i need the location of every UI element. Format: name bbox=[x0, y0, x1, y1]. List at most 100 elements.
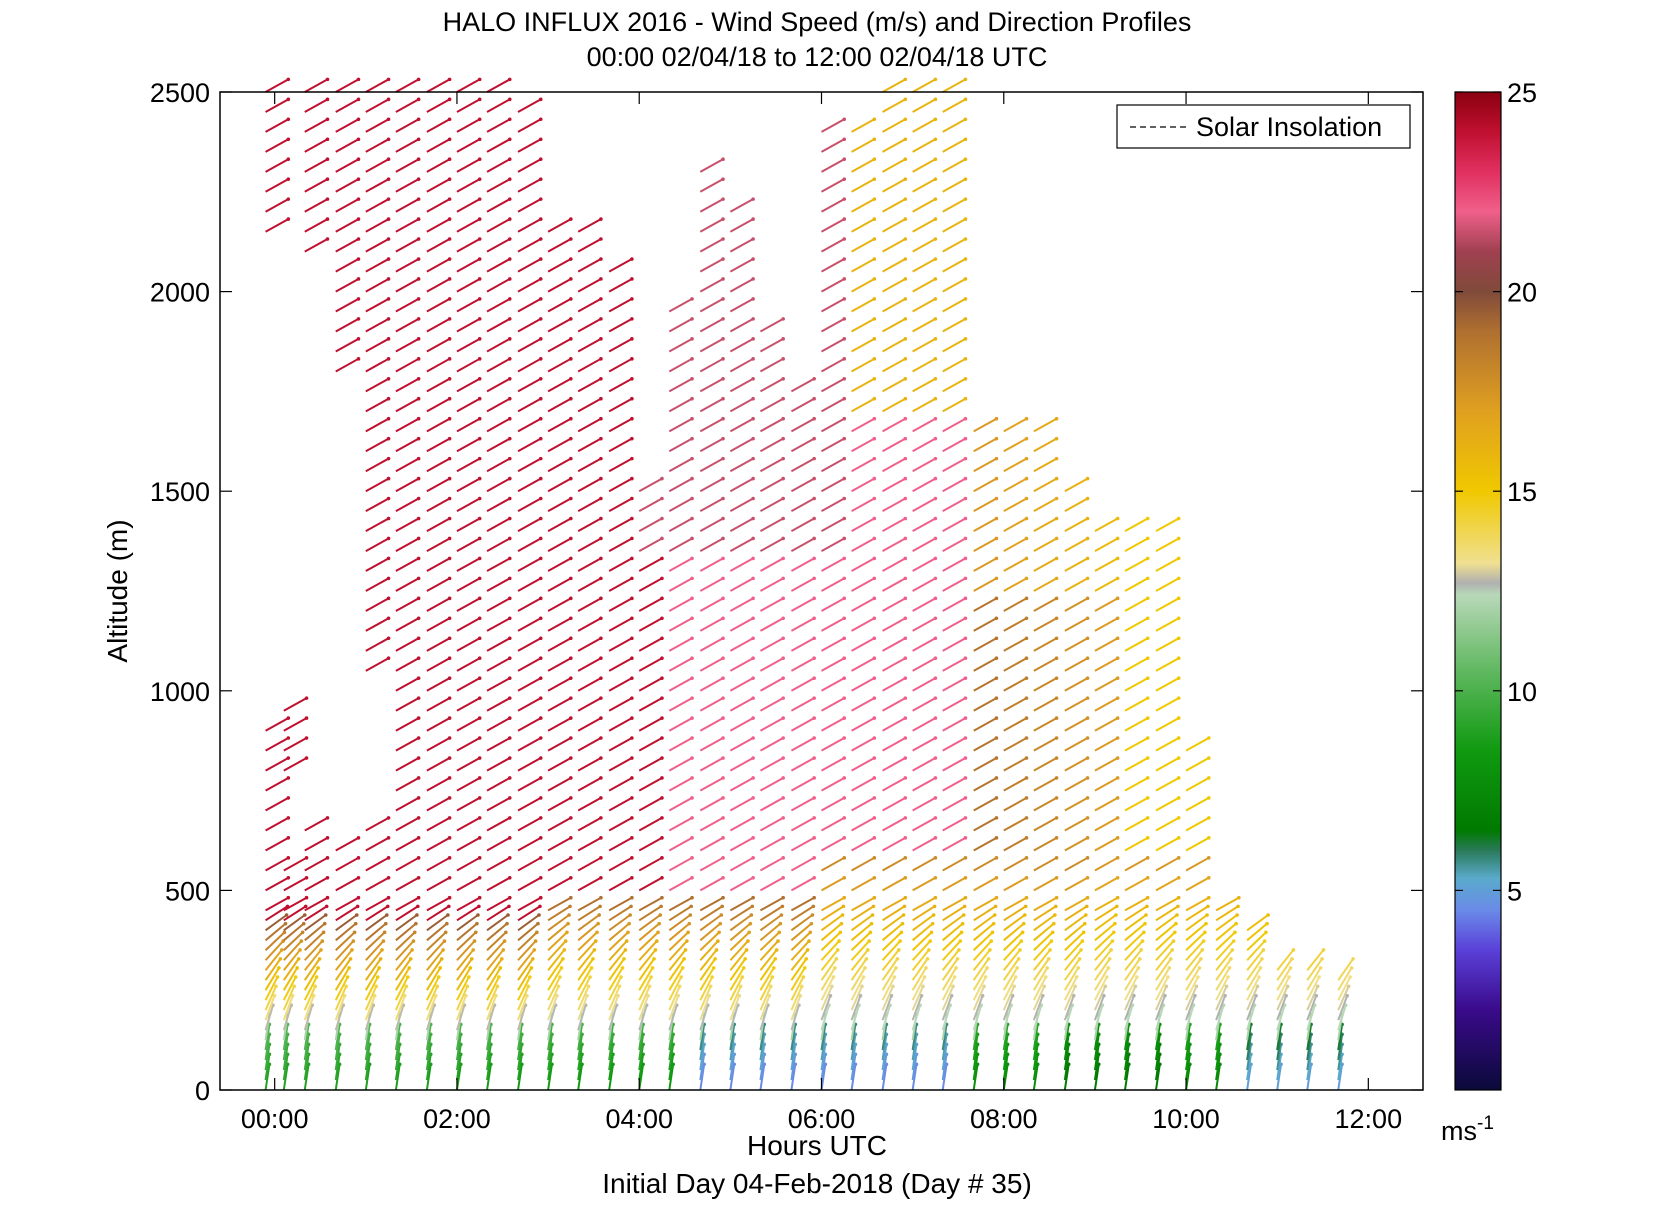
wind-barb-shaft bbox=[425, 1064, 432, 1091]
wind-barb-head bbox=[538, 796, 543, 800]
wind-barb bbox=[426, 197, 452, 213]
wind-barb bbox=[456, 357, 482, 373]
wind-barb bbox=[1033, 816, 1059, 832]
wind-barb-head bbox=[721, 556, 725, 561]
wind-barb-shaft bbox=[264, 914, 288, 932]
wind-barb bbox=[851, 816, 877, 832]
wind-barb-shaft bbox=[882, 298, 906, 313]
wind-barb-head bbox=[304, 875, 309, 880]
wind-barb-head bbox=[1115, 636, 1120, 641]
wind-barb-head bbox=[405, 975, 410, 979]
wind-barb bbox=[821, 656, 847, 672]
wind-barb-shaft bbox=[942, 278, 966, 293]
wind-barb-head bbox=[356, 97, 361, 102]
wind-barb-shaft bbox=[759, 797, 784, 812]
wind-barb-head bbox=[416, 616, 421, 621]
wind-barb-head bbox=[872, 117, 877, 122]
wind-barb-head bbox=[1288, 966, 1293, 970]
wind-barb-shaft bbox=[882, 876, 906, 892]
wind-barb-head bbox=[507, 596, 512, 601]
wind-barb-head bbox=[751, 856, 755, 860]
wind-barb-head bbox=[386, 237, 391, 241]
wind-barb-head bbox=[776, 939, 780, 943]
wind-barb-shaft bbox=[335, 905, 359, 922]
wind-barb bbox=[821, 716, 847, 732]
wind-barb-head bbox=[344, 984, 348, 989]
wind-barb-head bbox=[781, 716, 785, 720]
wind-barb-shaft bbox=[395, 138, 420, 153]
wind-barb bbox=[1002, 966, 1019, 991]
wind-barb-shaft bbox=[425, 1004, 436, 1031]
wind-barb-head bbox=[477, 177, 482, 181]
wind-barb-shaft bbox=[1215, 1004, 1225, 1031]
wind-barb bbox=[426, 556, 452, 572]
wind-barb-head bbox=[1115, 536, 1120, 541]
wind-barb-head bbox=[927, 948, 931, 952]
wind-barb-shaft bbox=[973, 914, 996, 932]
wind-barb-shaft bbox=[282, 1064, 289, 1091]
wind-barb-shaft bbox=[282, 1054, 289, 1081]
wind-barb bbox=[912, 177, 938, 193]
wind-barb-head bbox=[1085, 516, 1090, 521]
wind-barb bbox=[759, 736, 785, 752]
wind-barb-head bbox=[872, 217, 877, 221]
wind-barb-head bbox=[325, 117, 330, 122]
wind-barb-shaft bbox=[394, 1024, 401, 1051]
wind-barb-head bbox=[304, 696, 309, 700]
wind-barb-shaft bbox=[517, 914, 540, 932]
wind-barb-shaft bbox=[456, 118, 481, 133]
wind-barb-shaft bbox=[395, 298, 420, 313]
wind-barb-shaft bbox=[729, 717, 754, 732]
wind-barb-shaft bbox=[638, 931, 659, 952]
wind-barb-head bbox=[1348, 975, 1352, 979]
wind-barb bbox=[759, 930, 782, 952]
wind-barb bbox=[1032, 984, 1047, 1011]
wind-barb-shaft bbox=[456, 238, 481, 253]
wind-barb-head bbox=[1054, 416, 1059, 421]
wind-barb-shaft bbox=[912, 757, 936, 772]
wind-barb bbox=[547, 856, 573, 872]
wind-barb-head bbox=[286, 217, 291, 221]
wind-barb-head bbox=[569, 476, 573, 481]
wind-barb-shaft bbox=[335, 78, 359, 93]
wind-barb-shaft bbox=[881, 976, 896, 1001]
wind-barb-head bbox=[903, 796, 908, 800]
wind-barb bbox=[283, 875, 309, 892]
wind-barb-shaft bbox=[395, 397, 420, 413]
wind-barb-head bbox=[900, 921, 905, 926]
wind-barb-head bbox=[660, 556, 664, 561]
wind-barb bbox=[942, 556, 968, 572]
wind-barb-shaft bbox=[395, 537, 420, 552]
wind-barb-head bbox=[892, 975, 897, 979]
wind-barb bbox=[426, 376, 452, 393]
wind-barb-shaft bbox=[577, 914, 600, 932]
wind-barb-shaft bbox=[1124, 967, 1140, 991]
wind-barb-shaft bbox=[517, 856, 542, 872]
wind-barb-head bbox=[1024, 436, 1029, 441]
wind-barb-shaft bbox=[820, 931, 842, 952]
wind-barb-head bbox=[567, 913, 571, 917]
wind-barb-shaft bbox=[547, 657, 572, 672]
wind-barb-shaft bbox=[456, 318, 481, 333]
wind-barb-shaft bbox=[821, 757, 845, 772]
wind-barb-shaft bbox=[972, 967, 988, 991]
wind-barb bbox=[1003, 456, 1029, 473]
wind-barb-head bbox=[477, 656, 482, 661]
wind-barb bbox=[608, 913, 632, 932]
wind-barb bbox=[335, 904, 360, 922]
wind-barb-head bbox=[286, 836, 291, 840]
wind-barb bbox=[486, 957, 504, 981]
wind-barb-head bbox=[834, 957, 839, 961]
wind-barb-head bbox=[933, 237, 938, 241]
wind-barb-shaft bbox=[304, 198, 328, 213]
wind-barb bbox=[395, 966, 412, 991]
wind-barb-head bbox=[439, 957, 444, 961]
wind-barb-shaft bbox=[1155, 995, 1166, 1021]
wind-barb-head bbox=[386, 376, 391, 381]
wind-barb-shaft bbox=[455, 1024, 462, 1051]
wind-barb bbox=[912, 157, 938, 173]
wind-barb-shaft bbox=[395, 377, 420, 393]
wind-barb-shaft bbox=[1094, 617, 1119, 632]
wind-barb bbox=[820, 921, 844, 942]
wind-barb-head bbox=[1042, 984, 1047, 989]
